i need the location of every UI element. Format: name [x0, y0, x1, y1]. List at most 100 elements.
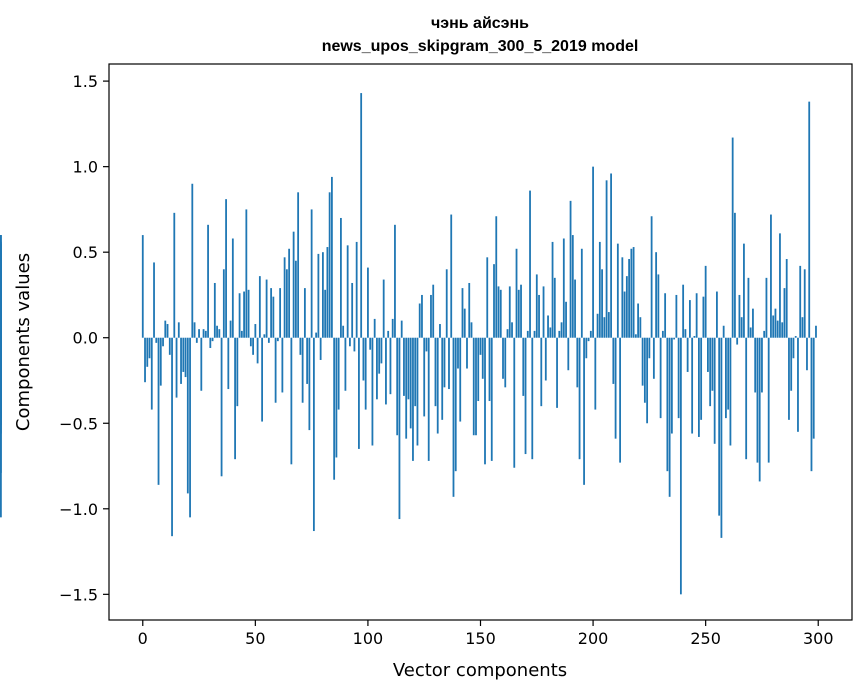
- bar: [587, 337, 590, 342]
- bar: [808, 101, 811, 338]
- bar: [333, 337, 336, 480]
- bar: [153, 262, 155, 338]
- bar: [562, 238, 565, 338]
- bar: [389, 337, 392, 395]
- y-axis-label: Components values: [13, 253, 34, 431]
- bar: [342, 325, 345, 338]
- bar: [468, 282, 471, 338]
- bar: [648, 337, 651, 359]
- x-axis-ticks: 0 50 100 150 200 250 300: [138, 620, 834, 648]
- bar: [693, 336, 696, 338]
- bar: [682, 284, 685, 338]
- bar: [515, 248, 518, 338]
- bar: [349, 337, 351, 347]
- bar: [481, 337, 484, 379]
- bar: [738, 294, 741, 338]
- bar: [252, 337, 254, 355]
- bar: [477, 337, 480, 402]
- bar: [650, 216, 653, 338]
- bar: [616, 243, 619, 338]
- bar: [186, 337, 189, 494]
- bar: [155, 337, 158, 343]
- bar: [560, 322, 563, 338]
- bar: [623, 291, 626, 338]
- bar: [580, 248, 583, 338]
- bar: [544, 337, 547, 381]
- bar: [249, 337, 252, 347]
- bar: [222, 269, 225, 338]
- bar: [488, 337, 491, 402]
- bar: [486, 257, 489, 338]
- bar: [716, 291, 718, 338]
- bar: [479, 337, 482, 355]
- bar: [540, 337, 543, 407]
- bar: [531, 337, 534, 460]
- bar: [373, 318, 376, 338]
- bar: [673, 337, 676, 340]
- bar: [549, 327, 552, 338]
- bar: [220, 337, 223, 477]
- bar: [493, 264, 495, 338]
- bar: [240, 330, 243, 338]
- bar: [668, 337, 671, 497]
- bar: [628, 259, 631, 338]
- bar: [520, 284, 522, 338]
- bar: [216, 325, 218, 338]
- bar: [589, 330, 592, 338]
- bar: [146, 337, 149, 367]
- y-tick-label: −0.5: [59, 414, 98, 433]
- bar: [299, 337, 302, 355]
- bar: [569, 200, 572, 338]
- bar: [567, 337, 570, 371]
- bar: [763, 330, 766, 338]
- bar: [711, 337, 714, 391]
- bar: [709, 337, 712, 407]
- bar: [610, 173, 612, 338]
- bar: [340, 217, 342, 338]
- bar: [326, 247, 329, 338]
- bar: [276, 337, 279, 342]
- bar: [578, 337, 581, 460]
- x-axis-label: Vector components: [393, 660, 567, 681]
- bar: [168, 337, 171, 355]
- x-tick-label: 0: [138, 629, 148, 648]
- bar: [781, 322, 784, 338]
- bar: [736, 337, 739, 345]
- bar: [583, 337, 585, 485]
- bar: [200, 337, 203, 391]
- bar: [330, 176, 333, 338]
- bar: [632, 247, 635, 338]
- bar: [310, 209, 313, 338]
- bar: [312, 337, 315, 532]
- bar: [783, 288, 786, 338]
- bar: [700, 337, 703, 420]
- bar: [621, 257, 624, 338]
- bar: [772, 315, 775, 338]
- y-tick-label: 1.5: [73, 72, 98, 91]
- bar: [463, 308, 466, 338]
- bar: [605, 180, 608, 338]
- x-tick-label: 150: [465, 629, 496, 648]
- bars-group: [0, 93, 817, 595]
- bar: [315, 332, 318, 338]
- bar: [790, 337, 793, 391]
- bar: [195, 337, 198, 343]
- bar: [403, 337, 405, 396]
- bar: [508, 286, 511, 338]
- bar: [601, 269, 603, 338]
- bar: [385, 337, 387, 405]
- bar: [236, 337, 239, 407]
- bar: [290, 337, 293, 465]
- bar: [353, 337, 356, 352]
- bar: [641, 337, 644, 386]
- bar: [231, 238, 234, 338]
- bar: [734, 212, 736, 338]
- bar: [396, 337, 399, 436]
- bar: [337, 337, 340, 410]
- bar: [0, 260, 2, 338]
- bar: [535, 274, 538, 338]
- chart-title: чэнь айсэнь: [431, 15, 529, 32]
- bar: [454, 337, 457, 472]
- bar: [303, 288, 306, 338]
